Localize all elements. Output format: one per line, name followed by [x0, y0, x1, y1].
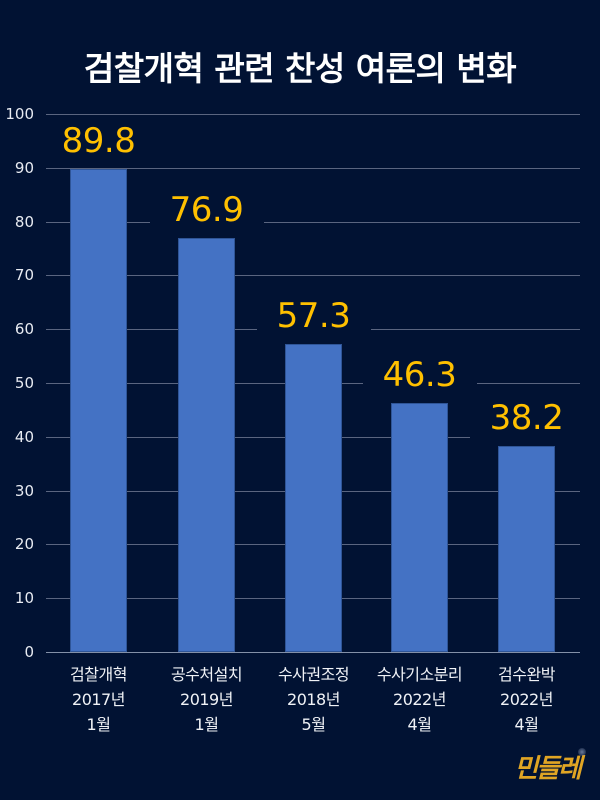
category-label: 공수처설치 2019년 1월	[152, 662, 262, 737]
category-label-line1: 검찰개혁	[70, 665, 127, 684]
category-label-line1: 수사권조정	[277, 665, 350, 684]
data-value-label: 46.3	[362, 355, 477, 395]
category-label-line3: 1월	[194, 715, 219, 734]
logo-sparkle-icon	[578, 748, 586, 756]
category-label-line2: 2018년	[287, 690, 340, 709]
y-tick-label: 10	[14, 589, 34, 607]
y-tick-label: 100	[5, 105, 34, 123]
y-tick-label: 40	[14, 428, 34, 446]
category-label-line2: 2022년	[500, 690, 553, 709]
y-tick-label: 80	[14, 213, 34, 231]
category-label-line2: 2017년	[72, 690, 125, 709]
category-label-line2: 2019년	[180, 690, 233, 709]
category-label-line1: 검수완박	[498, 665, 555, 684]
category-label: 검찰개혁 2017년 1월	[44, 662, 154, 737]
category-label-line3: 4월	[514, 715, 539, 734]
x-axis-line	[46, 652, 580, 653]
category-label-line1: 공수처설치	[170, 665, 243, 684]
y-tick-label: 20	[14, 535, 34, 553]
gridline	[46, 168, 580, 169]
y-tick-label: 70	[14, 266, 34, 284]
chart-title: 검찰개혁 관련 찬성 여론의 변화	[83, 49, 517, 88]
bar	[70, 169, 127, 652]
bar	[178, 238, 235, 652]
category-label: 검수완박 2022년 4월	[472, 662, 582, 737]
category-label-line3: 4월	[407, 715, 432, 734]
y-tick-label: 90	[14, 159, 34, 177]
data-value-label: 76.9	[149, 190, 264, 230]
y-tick-label: 0	[24, 643, 34, 661]
gridline	[46, 222, 580, 223]
bar	[285, 344, 342, 652]
bar	[498, 446, 555, 652]
y-tick-label: 30	[14, 482, 34, 500]
data-value-label: 89.8	[41, 121, 156, 161]
data-value-label: 57.3	[256, 296, 371, 336]
minduleh-logo: 민들레	[514, 754, 582, 784]
category-label: 수사권조정 2018년 5월	[259, 662, 369, 737]
bar	[391, 403, 448, 652]
y-tick-label: 50	[14, 374, 34, 392]
category-label-line2: 2022년	[393, 690, 446, 709]
gridline	[46, 114, 580, 115]
data-value-label: 38.2	[469, 398, 584, 438]
category-label: 수사기소분리 2022년 4월	[365, 662, 475, 737]
gridline	[46, 275, 580, 276]
y-tick-label: 60	[14, 320, 34, 338]
category-label-line3: 1월	[86, 715, 111, 734]
category-label-line3: 5월	[301, 715, 326, 734]
category-label-line1: 수사기소분리	[376, 665, 463, 684]
